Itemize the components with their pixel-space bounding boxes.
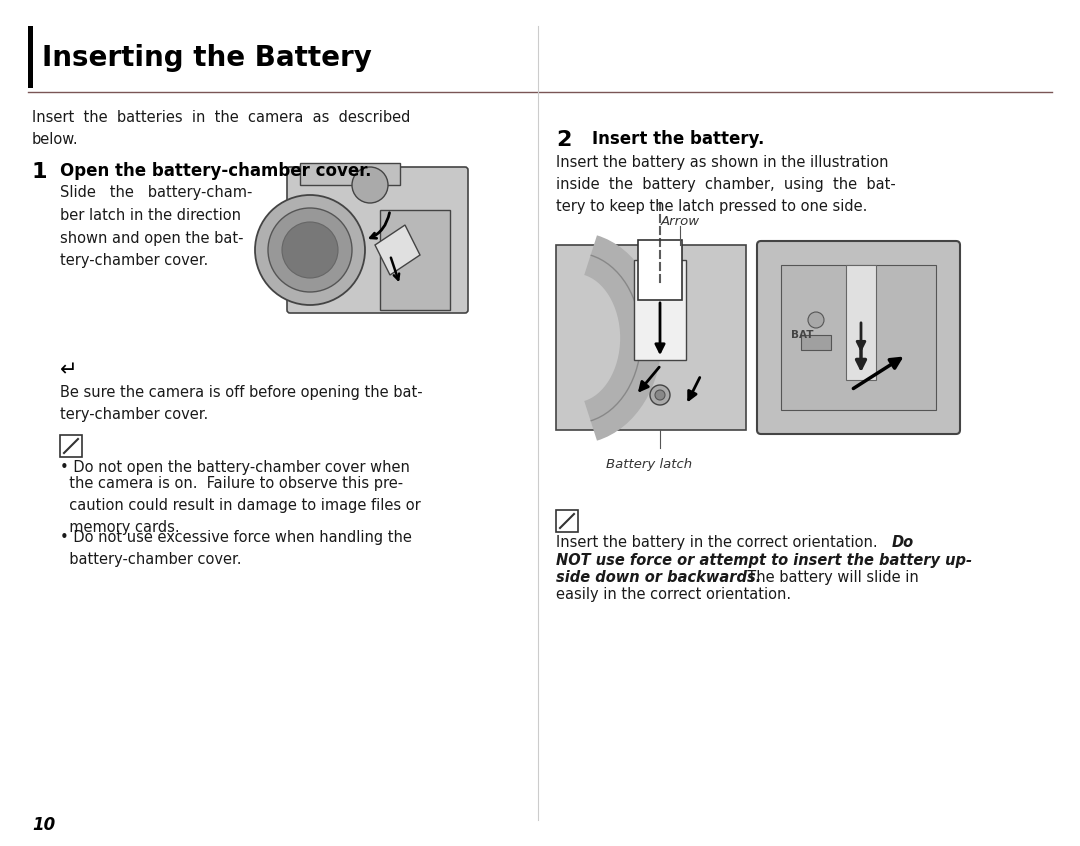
Text: Insert the battery.: Insert the battery. [592,130,765,148]
Text: NOT use force or attempt to insert the battery up-: NOT use force or attempt to insert the b… [556,553,972,568]
Bar [801,335,831,350]
Bar [28,26,33,88]
Polygon shape [375,225,420,275]
Text: Insert  the  batteries  in  the  camera  as  described
below.: Insert the batteries in the camera as de… [32,110,410,147]
Text: • Do not open the battery-chamber cover when: • Do not open the battery-chamber cover … [60,460,410,475]
Circle shape [650,385,670,405]
Bar [60,435,82,457]
Circle shape [268,208,352,292]
Text: Do: Do [892,535,914,550]
Text: Arrow: Arrow [661,215,700,228]
Bar [781,265,936,410]
Circle shape [282,222,338,278]
Text: Open the battery-chamber cover.: Open the battery-chamber cover. [60,162,372,180]
Text: The battery will slide in: The battery will slide in [738,570,919,585]
Text: 2: 2 [556,130,571,150]
Text: Battery latch: Battery latch [606,458,692,471]
Text: Be sure the camera is off before opening the bat-
tery-chamber cover.: Be sure the camera is off before opening… [60,385,422,422]
Text: Insert the battery as shown in the illustration
inside  the  battery  chamber,  : Insert the battery as shown in the illus… [556,155,895,214]
Circle shape [255,195,365,305]
Bar [638,240,681,300]
Bar [556,510,578,532]
Circle shape [808,312,824,328]
FancyBboxPatch shape [556,245,746,430]
Text: 1: 1 [32,162,48,182]
Bar [300,163,400,185]
Circle shape [654,390,665,400]
Text: easily in the correct orientation.: easily in the correct orientation. [556,587,792,602]
Text: 10: 10 [32,816,55,834]
Text: side down or backwards.: side down or backwards. [556,570,761,585]
Text: Slide   the   battery-cham-
ber latch in the direction
shown and open the bat-
t: Slide the battery-cham- ber latch in the… [60,185,253,268]
Text: the camera is on.  Failure to observe this pre-
  caution could result in damage: the camera is on. Failure to observe thi… [60,476,421,536]
FancyBboxPatch shape [757,241,960,434]
FancyBboxPatch shape [287,167,468,313]
Bar [634,260,686,360]
Text: ↵: ↵ [60,360,78,380]
Text: BAT: BAT [791,330,813,340]
Text: Insert the battery in the correct orientation.: Insert the battery in the correct orient… [556,535,887,550]
Text: • Do not use excessive force when handling the
  battery-chamber cover.: • Do not use excessive force when handli… [60,530,411,567]
Text: Inserting the Battery: Inserting the Battery [42,44,372,72]
Bar [846,265,876,380]
Circle shape [352,167,388,203]
Bar [380,210,450,310]
